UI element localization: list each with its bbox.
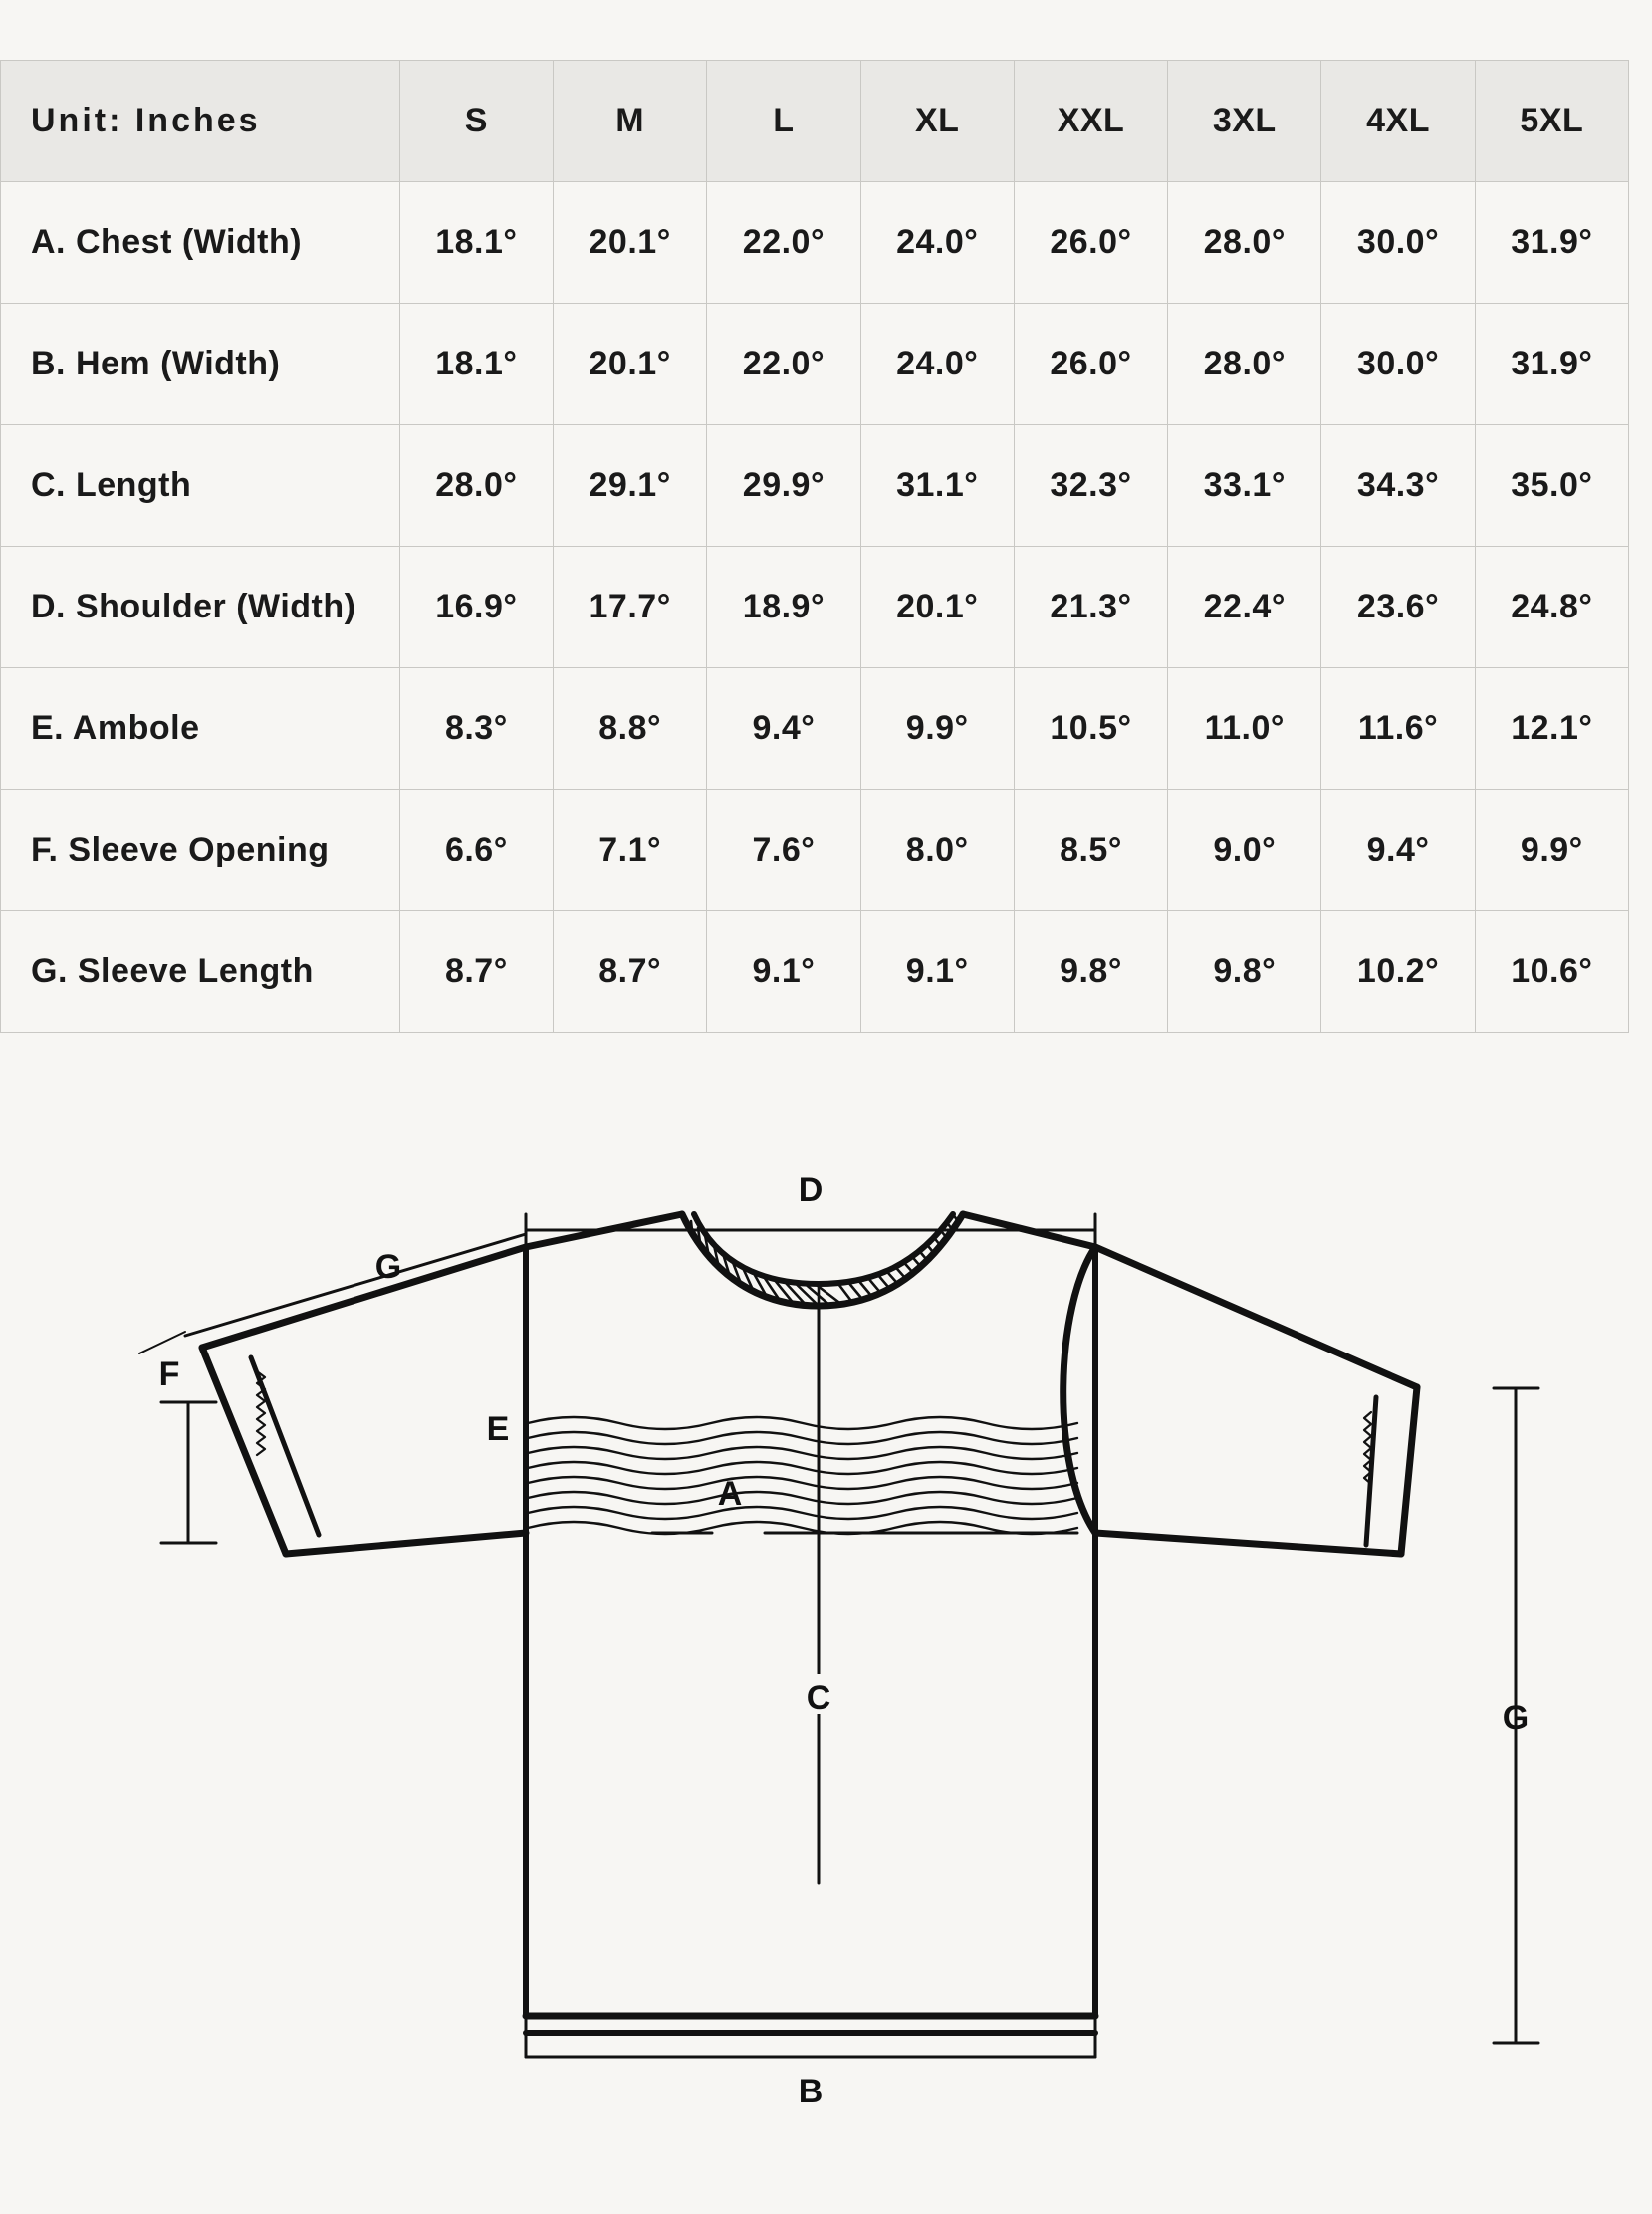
svg-text:E: E [487, 1410, 510, 1448]
svg-text:D: D [799, 1171, 824, 1209]
svg-text:F: F [159, 1355, 180, 1393]
svg-text:C: C [807, 1679, 831, 1717]
svg-text:G: G [1503, 1699, 1529, 1737]
svg-text:B: B [799, 2073, 824, 2110]
svg-text:A: A [718, 1475, 743, 1513]
svg-text:G: G [375, 1248, 401, 1286]
